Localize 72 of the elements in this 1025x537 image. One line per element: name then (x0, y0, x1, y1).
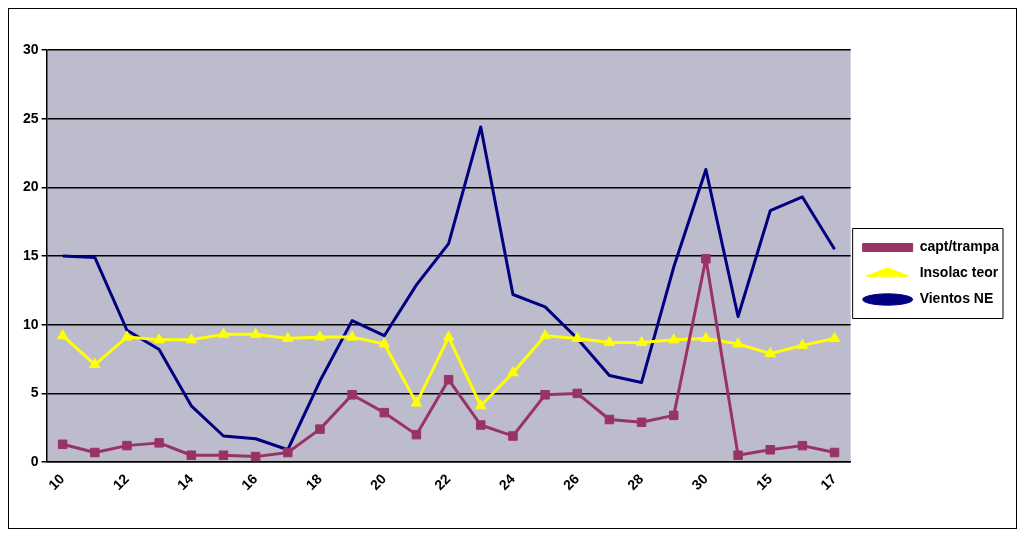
point (797, 440, 808, 451)
y-tick-label: 15 (22, 246, 39, 263)
point (669, 410, 679, 421)
point (282, 331, 294, 342)
point (314, 330, 326, 341)
point (540, 390, 550, 400)
point (378, 337, 390, 348)
point (56, 329, 69, 340)
point (249, 327, 262, 338)
x-tick-label: 30 (688, 470, 711, 493)
x-tick-label: 22 (431, 470, 454, 493)
point (443, 374, 454, 385)
legend-label: capt/trampa (919, 238, 1000, 255)
point (315, 424, 325, 434)
x-tick-label: 14 (173, 470, 197, 493)
point (733, 450, 743, 460)
point (122, 440, 132, 451)
point (185, 333, 197, 344)
x-tick-label: 18 (302, 470, 325, 493)
legend-label: Vientos NE (919, 290, 994, 307)
point (442, 330, 455, 341)
point (732, 337, 744, 348)
point (508, 431, 518, 441)
y-tick-label: 30 (22, 40, 39, 57)
point (604, 414, 615, 425)
point (250, 451, 261, 462)
point (217, 327, 230, 338)
point (411, 429, 422, 440)
point (379, 407, 390, 418)
point (796, 338, 809, 349)
point (700, 331, 712, 342)
point (186, 450, 197, 460)
point (765, 445, 775, 455)
point (636, 417, 647, 428)
point (764, 347, 776, 358)
x-tick-label: 12 (109, 470, 132, 493)
y-tick-label: 25 (22, 109, 39, 126)
legend-label: Insolac teor (919, 264, 999, 281)
point (603, 336, 616, 347)
y-tick-label: 10 (22, 315, 39, 332)
point (283, 447, 293, 458)
point (507, 366, 519, 377)
y-tick-label: 20 (22, 178, 39, 195)
point (635, 336, 648, 347)
point (346, 330, 358, 341)
point (829, 447, 840, 458)
point (153, 333, 165, 344)
y-tick-label: 5 (30, 384, 39, 401)
x-tick-label: 26 (559, 470, 583, 493)
x-tick-label: 10 (45, 470, 68, 493)
x-tick-label: 24 (495, 470, 518, 493)
point (539, 329, 551, 340)
x-tick-label: 15 (752, 470, 776, 493)
point (121, 330, 133, 341)
point (572, 388, 582, 399)
point (475, 399, 487, 410)
point (347, 390, 357, 400)
x-tick-label: 28 (624, 470, 647, 493)
point (154, 438, 164, 448)
point (90, 447, 100, 458)
point (668, 333, 680, 344)
point (476, 420, 486, 430)
point (410, 396, 423, 407)
x-tick-label: 20 (366, 470, 390, 493)
point (828, 331, 841, 342)
point (218, 450, 229, 460)
x-tick-label: 16 (238, 470, 261, 493)
point (89, 358, 101, 369)
x-tick-label: 17 (817, 470, 840, 493)
y-tick-label: 0 (30, 452, 39, 469)
point (571, 331, 583, 342)
point (57, 439, 68, 449)
